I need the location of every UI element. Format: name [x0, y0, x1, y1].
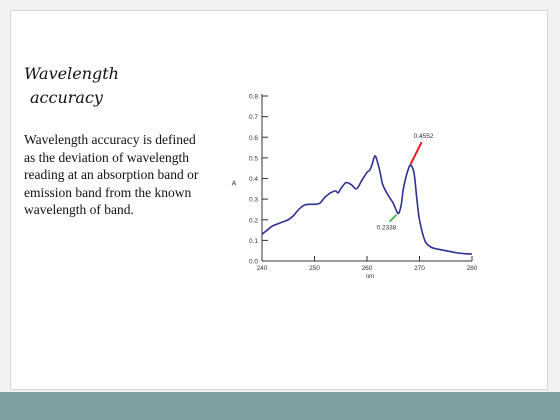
y-tick-label: 0.0 — [249, 259, 258, 266]
absorbance-spectrum-chart: 0.0 0.1 0.2 0.3 0.4 0.5 0.6 0.7 0.8 240 250 260 270 2… — [232, 94, 478, 281]
y-tick-label: 0.3 — [249, 197, 258, 204]
footer-bar — [0, 392, 560, 420]
annotation-peak-marker — [409, 141, 423, 165]
x-tick-label: 280 — [467, 265, 478, 272]
annotation-valley-label: 0.2338 — [377, 225, 397, 232]
x-axis-label: nm — [366, 274, 374, 280]
title-line-1: Wavelength — [24, 64, 119, 83]
slide-body-text: Wavelength accuracy is defined as the de… — [24, 132, 199, 217]
y-tick-label: 0.1 — [249, 238, 258, 245]
y-tick-label: 0.8 — [249, 94, 258, 101]
y-tick-label: 0.4 — [249, 176, 258, 183]
slide-title: Wavelength accuracy — [24, 62, 119, 110]
annotation-valley-marker — [388, 214, 398, 223]
y-tick-label: 0.6 — [249, 135, 258, 142]
y-axis-label: A — [232, 181, 237, 188]
x-tick-label: 240 — [257, 265, 268, 272]
x-tick-label: 270 — [414, 265, 425, 272]
annotation-peak-label: 0.4552 — [414, 133, 434, 140]
x-tick-label: 250 — [309, 265, 320, 272]
spectrum-line — [261, 155, 473, 255]
x-tick-label: 260 — [362, 265, 373, 272]
y-tick-label: 0.5 — [249, 155, 258, 162]
y-tick-label: 0.7 — [249, 114, 258, 121]
title-line-2: accuracy — [30, 88, 103, 107]
y-tick-label: 0.2 — [249, 217, 258, 224]
slide — [10, 10, 548, 390]
